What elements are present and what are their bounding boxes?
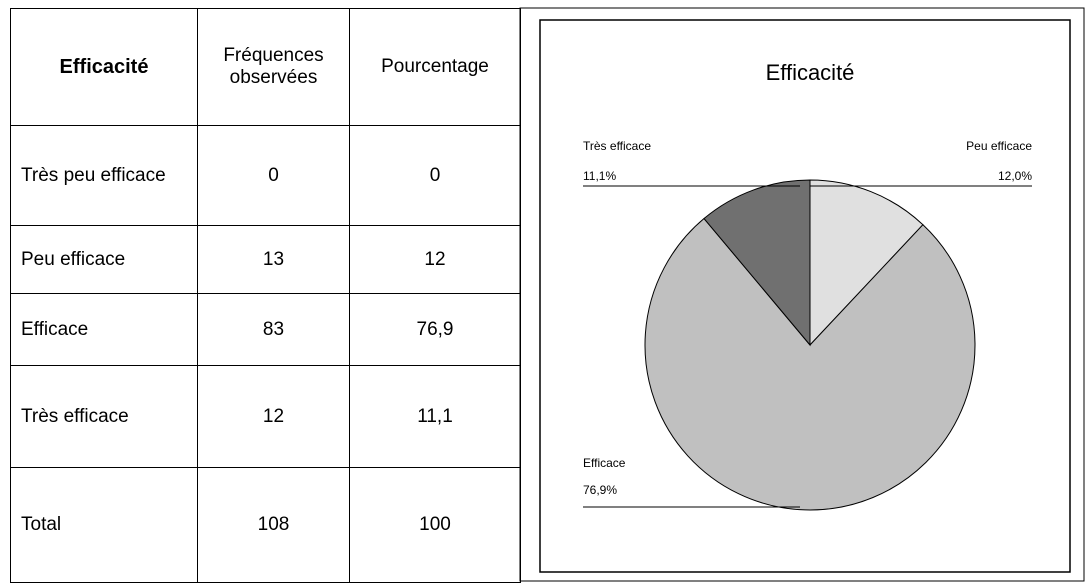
chart-frame xyxy=(539,19,1071,573)
table-cell: 76,9 xyxy=(349,293,521,366)
table-cell: 0 xyxy=(349,125,521,226)
slice-value-label: 76,9% xyxy=(583,483,617,497)
table-row: Peu efficace 13 12 xyxy=(10,225,521,294)
table-row: Très peu efficace 0 0 xyxy=(10,125,521,226)
data-table: Efficacité Fréquences observées Pourcent… xyxy=(10,8,521,583)
table-cell: 108 xyxy=(197,467,350,583)
outer-frame xyxy=(519,7,1085,582)
table-cell: 12 xyxy=(197,365,350,468)
table-cell: Efficace xyxy=(10,293,198,366)
header-cell: Fréquences observées xyxy=(197,8,350,126)
slice-label: Efficace xyxy=(583,456,626,470)
table-row: Total 108 100 xyxy=(10,467,521,583)
table-cell: 0 xyxy=(197,125,350,226)
slice-value-label: 11,1% xyxy=(583,169,616,183)
pie-slice xyxy=(809,179,924,347)
header-row: Efficacité Fréquences observées Pourcent… xyxy=(10,8,521,126)
slice-label: Très efficace xyxy=(583,139,651,153)
pie-slice xyxy=(644,217,976,511)
slice-label: Peu efficace xyxy=(966,139,1032,153)
table-row: Efficace 83 76,9 xyxy=(10,293,521,366)
header-cell: Pourcentage xyxy=(349,8,521,126)
header-cell: Efficacité xyxy=(10,8,198,126)
table-cell: 12 xyxy=(349,225,521,294)
table-cell: 13 xyxy=(197,225,350,294)
chart-title: Efficacité xyxy=(766,60,855,85)
slice-value-label: 12,0% xyxy=(998,169,1032,183)
table-cell: Peu efficace xyxy=(10,225,198,294)
pie-slice xyxy=(703,179,811,347)
table-cell: Total xyxy=(10,467,198,583)
table-cell: Très peu efficace xyxy=(10,125,198,226)
table-cell: 100 xyxy=(349,467,521,583)
table-cell: Très efficace xyxy=(10,365,198,468)
